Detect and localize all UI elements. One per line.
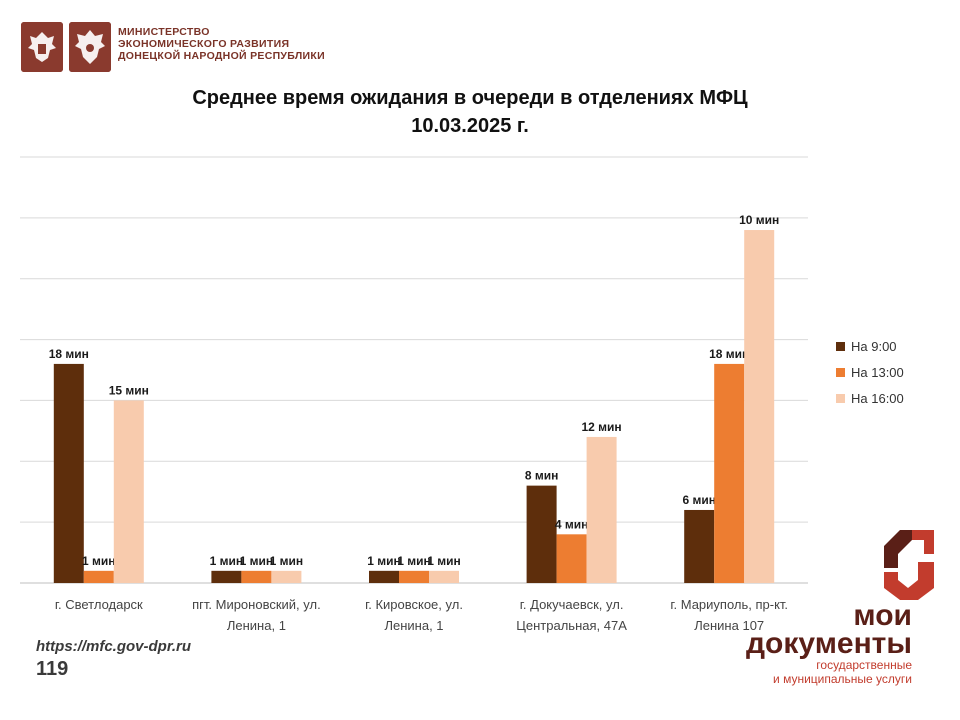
brand-line-2: документы [746,627,912,660]
data-label: 1 мин [210,554,244,568]
data-label: 6 мин [682,493,716,507]
x-tick-label: пгт. Мироновский, ул. [192,597,321,612]
brand-sub-line-1: государственные [816,658,912,672]
x-tick-label: г. Кировское, ул. [365,597,463,612]
legend-label-13: На 13:00 [851,364,904,380]
x-tick-label: г. Светлодарск [55,597,143,612]
data-label: 1 мин [240,554,274,568]
legend-label-16: На 16:00 [851,390,904,406]
dpr-coat-of-arms-icon [69,22,111,72]
bar [744,230,775,583]
ministry-name: МИНИСТЕРСТВО ЭКОНОМИЧЕСКОГО РАЗВИТИЯ ДОН… [118,26,325,62]
bar [526,485,557,583]
bar [53,363,84,583]
x-tick-label: г. Мариуполь, пр-кт. [670,597,788,612]
legend-item-13: На 13:00 [836,359,904,385]
brand-name: мои документы [712,599,912,660]
data-label: 15 мин [109,383,149,397]
legend-swatch-9 [836,341,845,351]
bar [556,534,587,583]
x-tick-label: г. Докучаевск, ул. [520,597,624,612]
x-tick-label: Ленина 107 [694,618,764,633]
bar [399,570,429,583]
ministry-line-3: ДОНЕЦКОЙ НАРОДНОЙ РЕСПУБЛИКИ [118,50,325,62]
brand-subtitle: государственные и муниципальные услуги [700,658,912,686]
data-label: 18 мин [709,347,749,361]
moi-dokumenty-logo-icon [884,530,934,600]
data-label: 4 мин [555,517,589,531]
data-label: 1 мин [397,554,431,568]
x-tick-label: Ленина, 1 [227,618,286,633]
bar [684,509,715,583]
data-label: 8 мин [525,469,559,483]
bar [429,570,459,583]
x-tick-label: Ленина, 1 [384,618,443,633]
bar [241,570,272,583]
bar [714,363,745,583]
bar [271,570,302,583]
data-label: 18 мин [49,347,89,361]
brand-sub-line-2: и муниципальные услуги [773,672,912,686]
legend-swatch-13 [836,367,845,377]
x-tick-label: Центральная, 47А [516,618,627,633]
data-label: 1 мин [270,554,304,568]
ministry-line-2: ЭКОНОМИЧЕСКОГО РАЗВИТИЯ [118,38,290,50]
legend-item-9: На 9:00 [836,333,904,359]
website-url: https://mfc.gov-dpr.ru [36,638,191,655]
bar [211,570,242,583]
chart-legend: На 9:00 На 13:00 На 16:00 [836,333,904,411]
chart-title: Среднее время ожидания в очереди в отдел… [192,87,748,109]
chart-subtitle: 10.03.2025 г. [411,115,529,137]
bar [113,400,144,583]
data-label: 1 мин [82,554,116,568]
legend-label-9: На 9:00 [851,338,897,354]
data-label: 1 мин [367,554,401,568]
data-label: 1 мин [427,554,461,568]
brand-line-1: мои [853,599,912,632]
data-label: 10 мин [739,213,779,227]
legend-swatch-16 [836,393,845,403]
bar [369,570,399,583]
data-label: 12 мин [582,420,622,434]
legend-item-16: На 16:00 [836,385,904,411]
chart-title-block: Среднее время ожидания в очереди в отдел… [40,84,900,140]
page-number: 119 [36,658,69,680]
ministry-line-1: МИНИСТЕРСТВО [118,26,210,38]
russia-coat-of-arms-icon [21,22,63,72]
bar [83,570,114,583]
bar [586,436,617,583]
